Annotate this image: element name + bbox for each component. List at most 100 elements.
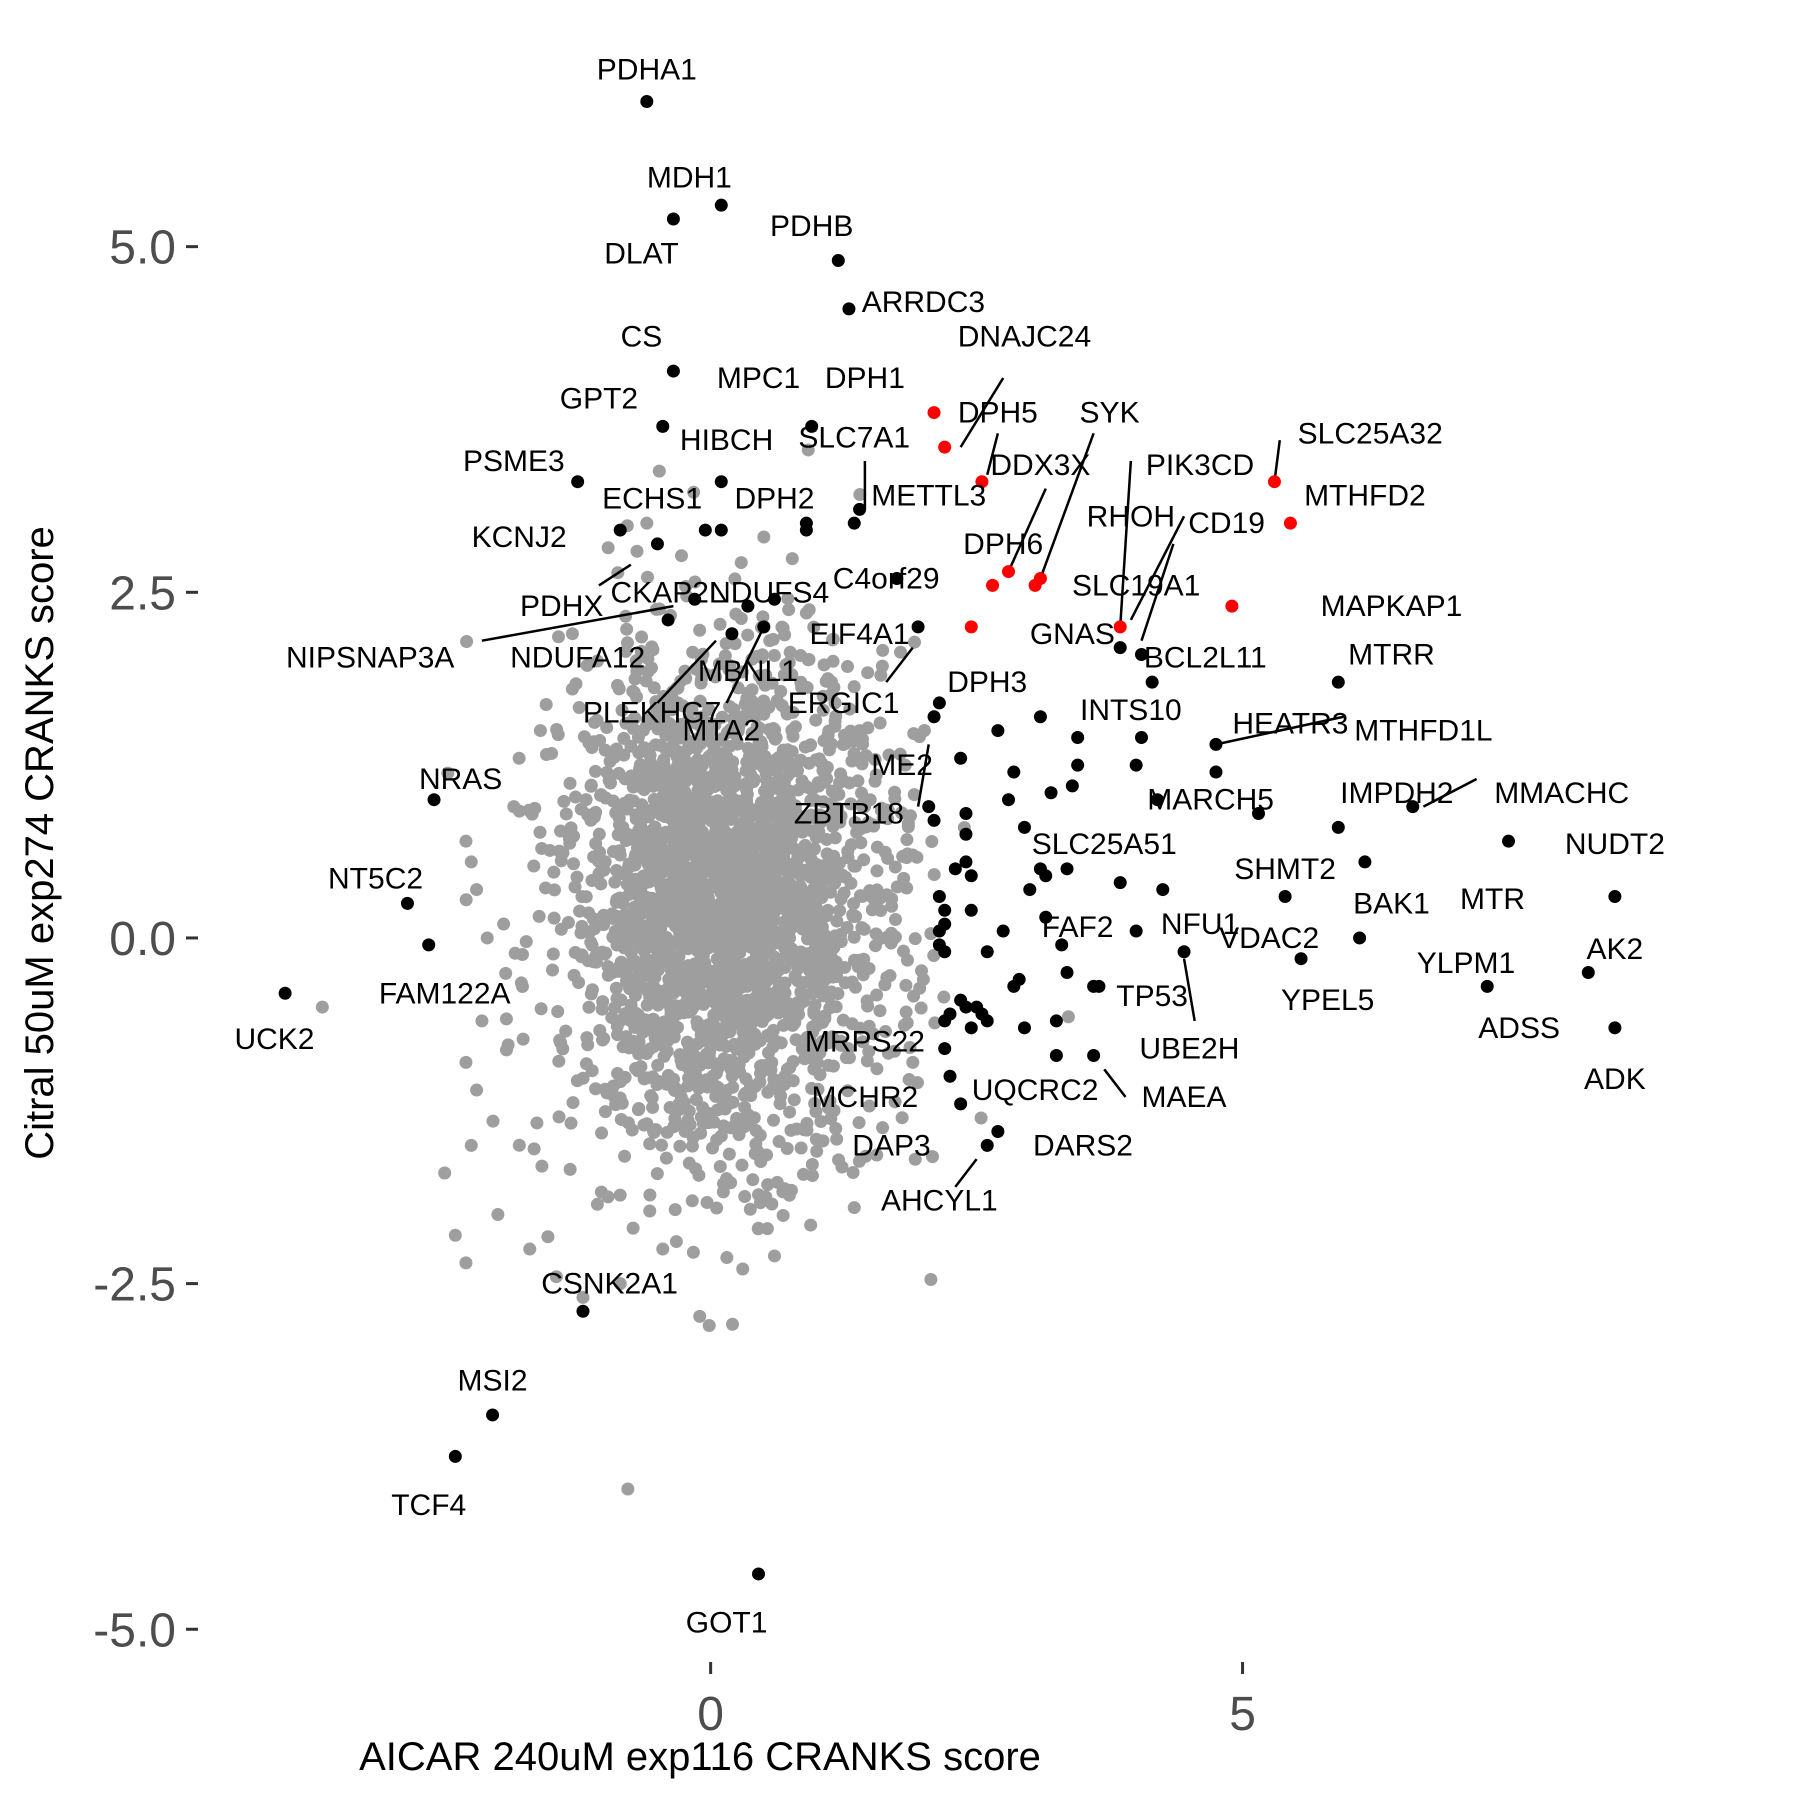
background-point [832, 788, 846, 802]
background-point [691, 1037, 705, 1051]
background-point [839, 1051, 853, 1065]
background-point [637, 1118, 651, 1132]
gene-label: DPH1 [825, 362, 905, 395]
gene-label: NIPSNAP3A [286, 641, 454, 674]
background-point [914, 1001, 928, 1015]
background-point [692, 1081, 706, 1095]
gene-labels: PDHA1 MDH1 DLAT PDHB ARRDC3 CS DNAJC24 MPC1 DPH1… [234, 54, 1664, 1640]
background-point [783, 1105, 797, 1119]
background-point [674, 1053, 688, 1067]
background-point [589, 1082, 603, 1096]
background-point [824, 1112, 838, 1126]
highlight-point [1060, 966, 1074, 980]
background-point [742, 749, 756, 763]
background-point [601, 968, 615, 982]
background-point [678, 785, 692, 799]
background-point [807, 1062, 821, 1076]
gene-label: KCNJ2 [472, 521, 567, 554]
background-point [674, 803, 688, 817]
background-point [631, 730, 645, 744]
background-point [789, 1033, 803, 1047]
gene-label: HEATR3 [1232, 708, 1348, 741]
background-point [730, 736, 744, 750]
background-point [729, 852, 743, 866]
background-point [535, 841, 549, 855]
background-point [937, 990, 951, 1004]
background-point [470, 1083, 484, 1097]
background-point [608, 875, 622, 889]
gene-label: DARS2 [1033, 1129, 1133, 1162]
background-point [641, 570, 655, 584]
background-point [677, 1096, 691, 1110]
highlight-point [991, 724, 1005, 738]
gene-label: METTL3 [871, 480, 986, 513]
background-point [670, 750, 684, 764]
gene-label: ARRDC3 [862, 286, 985, 319]
background-point [785, 552, 799, 566]
background-point [627, 794, 641, 808]
background-point [623, 860, 637, 874]
red-point [938, 440, 952, 454]
background-point [757, 530, 771, 544]
background-point [710, 963, 724, 977]
background-point [575, 890, 589, 904]
background-point [724, 803, 738, 817]
gene-label: UBE2H [1139, 1033, 1239, 1066]
background-point [675, 848, 689, 862]
highlight-point [1150, 793, 1164, 807]
background-point [873, 1004, 887, 1018]
background-point [779, 929, 793, 943]
gene-label: MTA2 [682, 715, 760, 748]
background-point [761, 821, 775, 835]
background-point [874, 668, 888, 682]
background-point [499, 966, 513, 980]
background-point [752, 1221, 766, 1235]
background-point [491, 1207, 505, 1221]
y-axis-title: Citral 50uM exp274 CRANKS score [18, 526, 62, 1160]
highlight-point [661, 613, 675, 627]
background-point [907, 788, 921, 802]
highlight-point [847, 516, 861, 530]
background-point [618, 907, 632, 921]
highlight-point [1278, 889, 1292, 903]
background-point [753, 1128, 767, 1142]
background-point [815, 925, 829, 939]
highlight-point [1406, 800, 1420, 814]
highlight-point [959, 1000, 973, 1014]
background-point [702, 1049, 716, 1063]
background-point [808, 1096, 822, 1110]
background-point [906, 1055, 920, 1069]
background-point [768, 959, 782, 973]
highlight-point [571, 475, 585, 489]
background-point [756, 610, 770, 624]
background-point [550, 722, 564, 736]
background-point [547, 883, 561, 897]
background-point [878, 1025, 892, 1039]
background-point [610, 742, 624, 756]
background-point [629, 1006, 643, 1020]
highlight-point [959, 807, 973, 821]
background-point [528, 801, 542, 815]
highlight-point [1002, 793, 1016, 807]
background-point [870, 1148, 884, 1162]
background-point [847, 747, 861, 761]
leader-line [1140, 543, 1175, 642]
background-point [686, 1245, 700, 1259]
background-point [702, 1319, 716, 1333]
background-point [853, 1021, 867, 1035]
background-point [1061, 1010, 1075, 1024]
background-point [820, 935, 834, 949]
background-point [597, 918, 611, 932]
background-point [557, 794, 571, 808]
gene-label: MMACHC [1494, 777, 1629, 810]
highlight-point [922, 800, 936, 814]
highlight-point [1039, 910, 1053, 924]
background-point [725, 964, 739, 978]
highlight-point [1581, 966, 1595, 980]
background-point [766, 1113, 780, 1127]
background-point [675, 964, 689, 978]
highlighted-points [278, 94, 1622, 1581]
background-point [838, 976, 852, 990]
gene-label: TCF4 [391, 1489, 466, 1522]
background-point [806, 882, 820, 896]
